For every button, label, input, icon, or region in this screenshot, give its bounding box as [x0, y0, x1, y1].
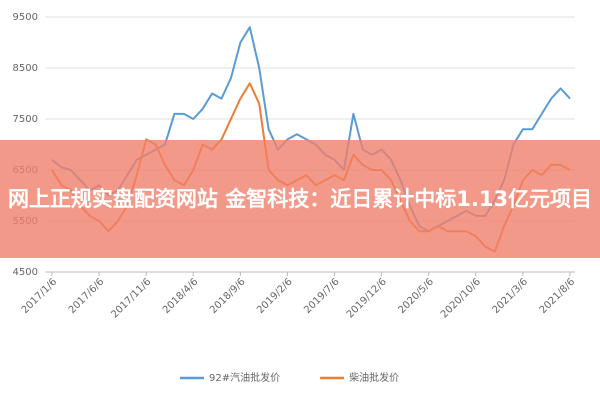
- x-tick-label: 2017/6/6: [67, 276, 107, 316]
- x-tick-label: 2019/12/6: [345, 276, 389, 320]
- x-tick-label: 2019/2/6: [255, 276, 295, 316]
- x-tick-label: 2017/11/6: [109, 276, 153, 320]
- x-tick-label: 2021/8/6: [538, 276, 578, 316]
- y-tick-label: 4500: [13, 267, 38, 278]
- y-tick-label: 9500: [13, 12, 38, 23]
- x-tick-label: 2020/5/6: [396, 276, 436, 316]
- x-tick-label: 2019/7/6: [302, 276, 342, 316]
- x-tick-label: 2021/3/6: [491, 276, 531, 316]
- y-tick-label: 7500: [13, 114, 38, 125]
- x-tick-label: 2020/10/6: [439, 276, 483, 320]
- legend-label: 92#汽油批发价: [209, 371, 280, 384]
- x-tick-label: 2018/9/6: [208, 276, 248, 316]
- legend-label: 柴油批发价: [349, 371, 399, 384]
- x-tick-label: 2017/1/6: [20, 276, 60, 316]
- banner-text: 网上正规实盘配资网站 金智科技：近日累计中标1.13亿元项目: [7, 186, 593, 211]
- y-tick-label: 8500: [13, 63, 38, 74]
- x-tick-label: 2018/4/6: [161, 276, 201, 316]
- banner: 网上正规实盘配资网站 金智科技：近日累计中标1.13亿元项目: [0, 140, 600, 258]
